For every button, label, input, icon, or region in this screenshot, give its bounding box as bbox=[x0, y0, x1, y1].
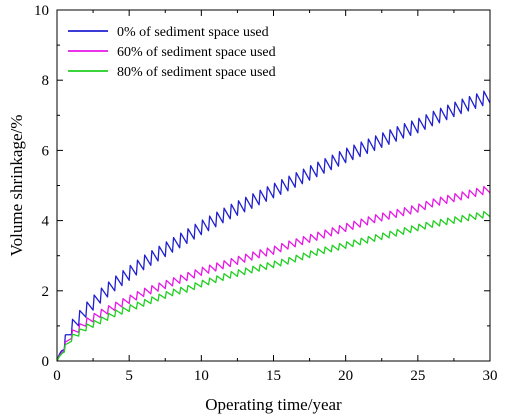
y-axis-title: Volume shrinkage/% bbox=[7, 115, 26, 257]
legend-label: 60% of sediment space used bbox=[117, 45, 276, 60]
x-tick-label: 0 bbox=[53, 368, 61, 384]
y-tick-label: 2 bbox=[42, 284, 50, 300]
x-tick-label: 30 bbox=[483, 368, 498, 384]
series-line-1 bbox=[56, 185, 491, 362]
x-tick-label: 10 bbox=[194, 368, 209, 384]
y-tick-label: 10 bbox=[34, 3, 49, 19]
legend-label: 0% of sediment space used bbox=[117, 25, 269, 40]
y-tick-label: 6 bbox=[42, 143, 50, 159]
x-axis-title: Operating time/year bbox=[205, 395, 342, 414]
legend-label: 80% of sediment space used bbox=[117, 65, 276, 80]
plot-frame bbox=[56, 9, 491, 362]
series-layer bbox=[56, 90, 491, 362]
x-tick-label: 15 bbox=[266, 368, 281, 384]
series-line-2 bbox=[56, 210, 491, 362]
ticks-layer: 0 5 10 15 20 25 30 0 2 4 6 8 10 bbox=[34, 3, 498, 384]
x-tick-label: 5 bbox=[125, 368, 133, 384]
series-line-0 bbox=[56, 90, 491, 362]
legend: 0% of sediment space used 60% of sediment… bbox=[68, 25, 276, 80]
y-tick-label: 4 bbox=[42, 214, 50, 230]
y-tick-label: 8 bbox=[42, 73, 50, 89]
x-tick-label: 20 bbox=[338, 368, 353, 384]
x-tick-label: 25 bbox=[410, 368, 425, 384]
y-tick-label: 0 bbox=[42, 354, 50, 370]
